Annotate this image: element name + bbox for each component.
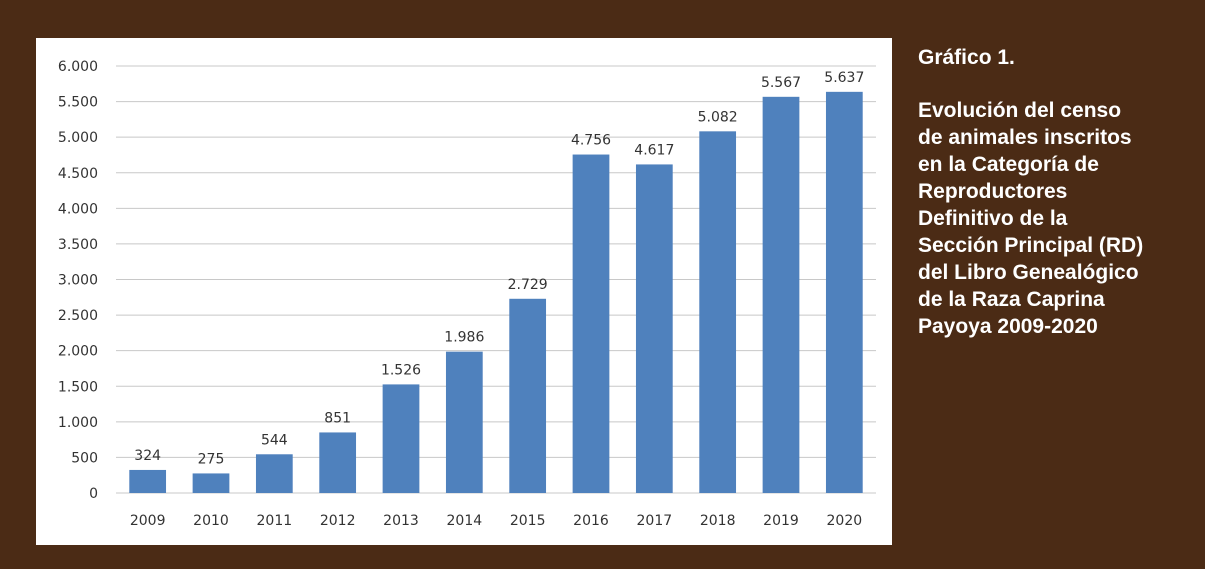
x-tick-label: 2016: [573, 513, 609, 529]
y-tick-label: 3.500: [58, 237, 98, 253]
data-label: 544: [261, 432, 288, 448]
x-axis-ticks: 2009 2010 2011 2012 2013 2014 2015 2016 2017 2018…: [130, 513, 862, 529]
y-tick-label: 3.000: [58, 273, 98, 289]
x-tick-label: 2019: [763, 513, 799, 529]
bar-2012: [319, 432, 357, 493]
caption-line: Sección Principal (RD): [918, 234, 1144, 257]
caption-title: Evolución del censo de animales inscrito…: [918, 97, 1202, 340]
y-tick-label: 0: [89, 486, 98, 502]
x-tick-label: 2014: [447, 513, 483, 529]
x-tick-label: 2011: [257, 513, 293, 529]
caption-line: Evolución del censo: [918, 99, 1122, 122]
x-tick-label: 2009: [130, 513, 166, 529]
data-label: 5.082: [698, 109, 738, 125]
y-tick-label: 5.500: [58, 95, 98, 111]
x-tick-label: 2010: [193, 513, 229, 529]
data-label: 4.617: [634, 142, 674, 158]
caption-line: Payoya 2009-2020: [918, 315, 1098, 338]
caption-line: del Libro Genealógico: [918, 261, 1139, 284]
y-tick-label: 6.000: [58, 59, 98, 75]
y-tick-label: 1.500: [58, 379, 98, 395]
x-tick-label: 2017: [637, 513, 673, 529]
y-axis-ticks: 0 500 1.000 1.500 2.000 2.500 3.000 3.500 4.000 4…: [58, 59, 98, 502]
bar-2016: [572, 154, 610, 493]
bars: [129, 91, 863, 493]
data-label: 275: [198, 451, 225, 467]
caption-line: en la Categoría de: [918, 153, 1099, 176]
caption-line: Definitivo de la: [918, 207, 1068, 230]
bar-2015: [509, 298, 547, 493]
caption-line: de la Raza Caprina: [918, 288, 1105, 311]
data-label: 5.567: [761, 75, 801, 91]
bar-2020: [825, 91, 863, 493]
x-tick-label: 2013: [383, 513, 419, 529]
bar-2017: [635, 164, 673, 493]
chart-caption: Gráfico 1. Evolución del censo de animal…: [918, 44, 1202, 340]
bar-chart: 0 500 1.000 1.500 2.000 2.500 3.000 3.500 4.000 4…: [58, 59, 876, 529]
y-tick-label: 2.500: [58, 308, 98, 324]
gridlines: [116, 65, 876, 494]
caption-line: de animales inscritos: [918, 126, 1132, 149]
caption-number: Gráfico 1.: [918, 46, 1015, 69]
y-tick-label: 5.000: [58, 130, 98, 146]
chart-panel: 0 500 1.000 1.500 2.000 2.500 3.000 3.500 4.000 4…: [36, 38, 892, 545]
y-tick-label: 1.000: [58, 415, 98, 431]
y-tick-label: 4.000: [58, 201, 98, 217]
bar-2011: [255, 454, 293, 493]
bar-2019: [762, 96, 800, 493]
bar-2010: [192, 473, 230, 493]
x-tick-label: 2020: [827, 513, 863, 529]
data-label: 2.729: [508, 277, 548, 293]
y-tick-label: 2.000: [58, 344, 98, 360]
data-label: 4.756: [571, 133, 611, 149]
bar-2013: [382, 384, 420, 493]
bar-2018: [699, 131, 737, 493]
data-label: 1.986: [444, 330, 484, 346]
caption-line: Reproductores: [918, 180, 1068, 203]
data-label: 851: [324, 410, 351, 426]
y-tick-label: 500: [71, 450, 98, 466]
data-label: 5.637: [824, 70, 864, 86]
data-labels: 324 275 544 851 1.526 1.986 2.729 4.756 4.617 5.0…: [134, 70, 864, 468]
data-label: 1.526: [381, 362, 421, 378]
y-tick-label: 4.500: [58, 166, 98, 182]
bar-2014: [445, 351, 483, 493]
x-tick-label: 2012: [320, 513, 356, 529]
data-label: 324: [134, 448, 161, 464]
x-tick-label: 2018: [700, 513, 736, 529]
x-tick-label: 2015: [510, 513, 546, 529]
bar-2009: [129, 469, 167, 493]
